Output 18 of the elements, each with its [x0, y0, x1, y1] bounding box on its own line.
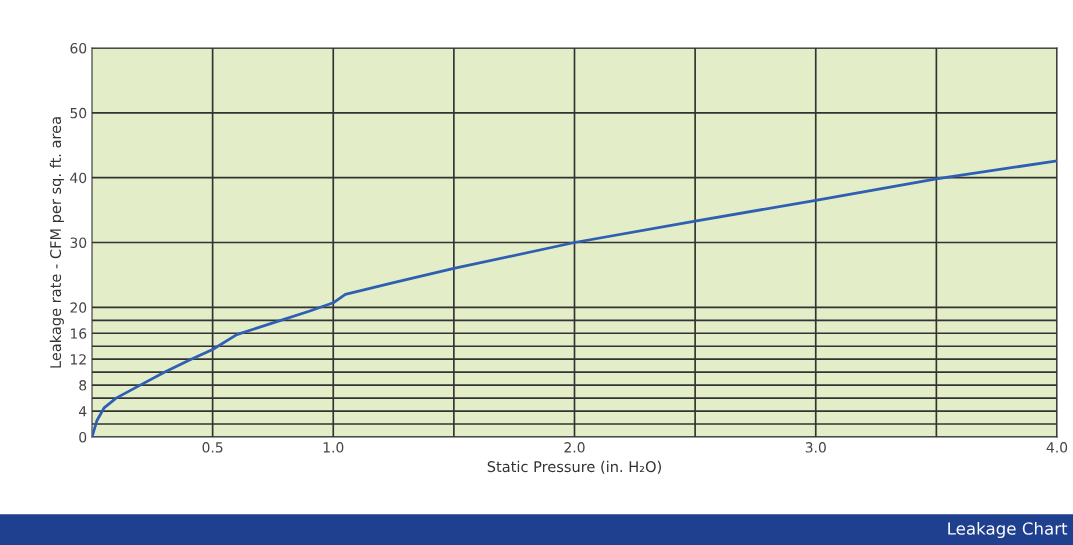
x-axis-title: Static Pressure (in. H₂O) — [487, 460, 661, 474]
y-tick-label: 8 — [79, 380, 87, 391]
y-tick-label: 20 — [70, 302, 87, 313]
text: Leakage Chart — [948, 521, 1068, 539]
x-tick-label: 3.0 — [805, 442, 826, 453]
y-tick-label: 60 — [70, 42, 87, 54]
y-tick-label: 12 — [70, 354, 86, 365]
y-axis-title: Leakage rate - CFM per sq. ft. area — [49, 117, 64, 368]
x-tick-label: 1.0 — [323, 442, 344, 453]
y-tick-label: 30 — [70, 237, 87, 248]
x-tick-label: 4.0 — [1046, 442, 1068, 453]
x-tick-label: 0.5 — [202, 442, 223, 453]
y-tick-label: 50 — [70, 107, 87, 119]
y-tick-label: 16 — [70, 328, 87, 339]
y-tick-label: 4 — [78, 406, 87, 417]
y-tick-label: 0 — [79, 431, 87, 443]
y-tick-label: 40 — [70, 172, 87, 184]
x-tick-label: 2.0 — [564, 442, 585, 453]
